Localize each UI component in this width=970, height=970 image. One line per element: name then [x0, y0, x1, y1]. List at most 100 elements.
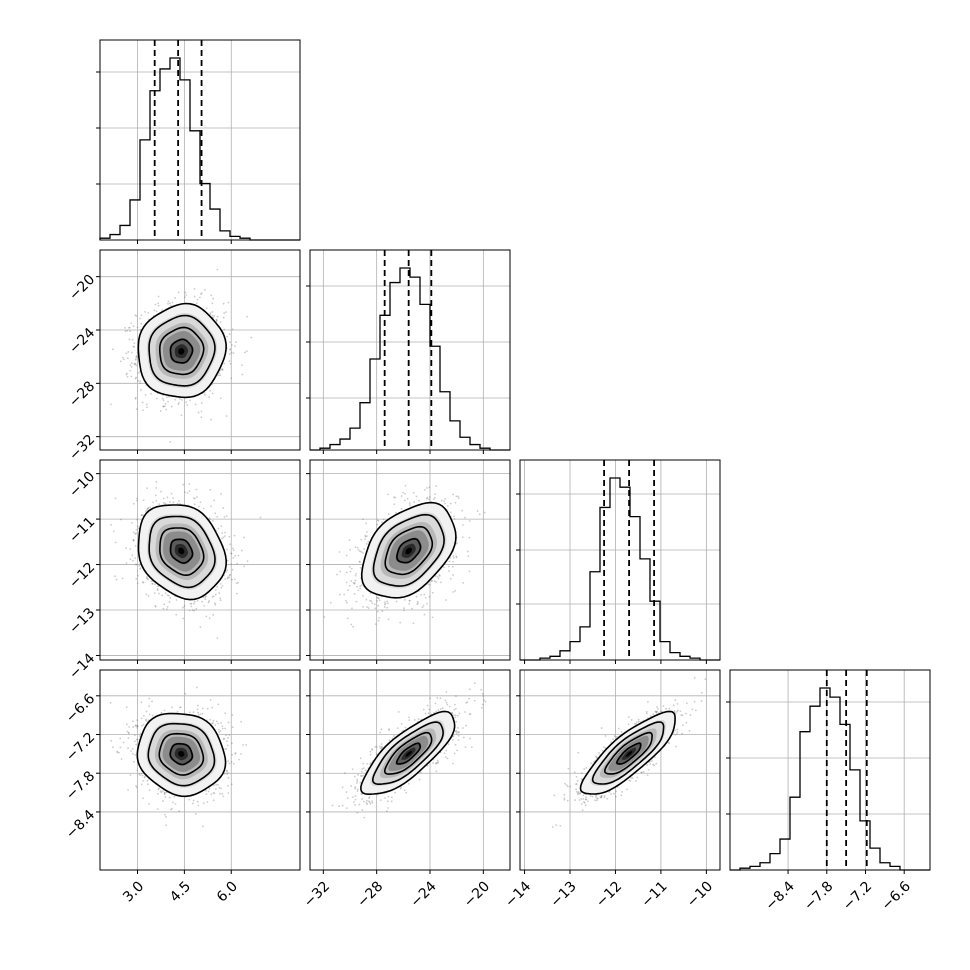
scatter-point	[235, 592, 238, 595]
scatter-point	[449, 577, 452, 580]
scatter-point	[150, 392, 152, 395]
scatter-point	[363, 816, 366, 819]
scatter-point	[387, 513, 390, 515]
scatter-point	[465, 724, 467, 727]
scatter-point	[142, 723, 145, 726]
scatter-point	[478, 513, 481, 516]
scatter-point	[147, 578, 150, 581]
x-tick-label: 4.5	[167, 878, 194, 905]
scatter-point	[381, 746, 384, 749]
scatter-point	[218, 786, 221, 789]
scatter-point	[188, 609, 191, 612]
scatter-point	[163, 791, 166, 794]
scatter-point	[390, 800, 393, 803]
contour-line	[372, 513, 445, 587]
scatter-point	[136, 525, 139, 528]
scatter-point	[415, 595, 418, 598]
scatter-point	[220, 525, 223, 527]
scatter-point	[215, 319, 218, 321]
scatter-point	[134, 377, 137, 380]
panel-frame	[309, 459, 511, 661]
scatter-point	[385, 810, 388, 813]
scatter-point	[225, 571, 228, 573]
scatter-point	[354, 787, 357, 790]
scatter-point	[566, 799, 569, 802]
scatter-point	[387, 807, 389, 809]
scatter-point	[451, 712, 454, 715]
scatter-point	[141, 401, 144, 404]
scatter-point	[159, 410, 162, 412]
scatter-point	[563, 798, 566, 801]
scatter-point	[354, 794, 357, 797]
contour-line	[579, 710, 676, 795]
scatter-point	[222, 795, 225, 798]
scatter-point	[347, 589, 349, 591]
scatter-point	[356, 585, 358, 588]
scatter-point	[211, 392, 214, 395]
scatter-point	[424, 597, 427, 599]
scatter-point	[700, 700, 703, 703]
contour-line	[158, 732, 205, 776]
scatter-point	[365, 598, 368, 601]
scatter-point	[237, 581, 239, 584]
scatter-point	[135, 364, 138, 367]
scatter-point	[584, 804, 587, 807]
scatter-point	[455, 732, 458, 735]
scatter-point	[133, 363, 136, 365]
scatter-point	[435, 710, 438, 713]
scatter-point	[224, 727, 227, 730]
scatter-point	[146, 575, 148, 578]
scatter-point	[221, 725, 224, 728]
scatter-point	[118, 751, 120, 754]
scatter-point	[230, 351, 233, 354]
scatter-point	[209, 718, 212, 721]
scatter-point	[203, 604, 206, 607]
scatter-point	[145, 403, 148, 406]
scatter-point	[132, 539, 135, 541]
scatter-point	[559, 824, 562, 827]
scatter-point	[349, 548, 352, 551]
scatter-point	[194, 497, 196, 500]
scatter-point	[371, 602, 374, 605]
scatter-point	[210, 505, 212, 508]
scatter-point	[136, 582, 139, 585]
scatter-point	[131, 753, 134, 755]
scatter-point	[366, 606, 368, 608]
scatter-point	[362, 605, 364, 608]
scatter-point	[228, 576, 231, 579]
scatter-point	[135, 785, 138, 787]
scatter-point	[422, 708, 425, 711]
panel-frame	[309, 249, 511, 451]
scatter-point	[595, 756, 598, 759]
scatter-point	[142, 581, 145, 584]
scatter-point	[418, 778, 421, 781]
scatter-point	[426, 496, 429, 499]
scatter-point	[393, 496, 395, 499]
scatter-point	[645, 712, 648, 715]
scatter-point	[205, 307, 208, 310]
scatter-point	[201, 600, 203, 603]
scatter-point	[189, 602, 192, 605]
scatter-point	[164, 502, 167, 505]
scatter-point	[656, 706, 658, 708]
scatter-point	[393, 503, 396, 505]
scatter-point	[353, 582, 356, 585]
scatter-point	[142, 409, 144, 412]
scatter-point	[221, 727, 224, 730]
scatter-point	[177, 403, 180, 406]
scatter-point	[366, 803, 369, 806]
scatter-point	[579, 792, 582, 795]
panel-content	[100, 460, 300, 660]
scatter-point	[138, 772, 141, 775]
scatter-point	[656, 710, 659, 713]
scatter-point	[134, 533, 137, 535]
contour-line	[384, 731, 433, 775]
scatter-point	[433, 580, 436, 583]
scatter-point	[184, 692, 187, 695]
scatter-point	[217, 703, 220, 706]
scatter-point	[164, 796, 167, 798]
scatter-point	[441, 707, 444, 710]
x-tick-label: −8.4	[762, 878, 797, 913]
scatter-point	[110, 403, 112, 406]
scatter-point	[462, 524, 464, 526]
